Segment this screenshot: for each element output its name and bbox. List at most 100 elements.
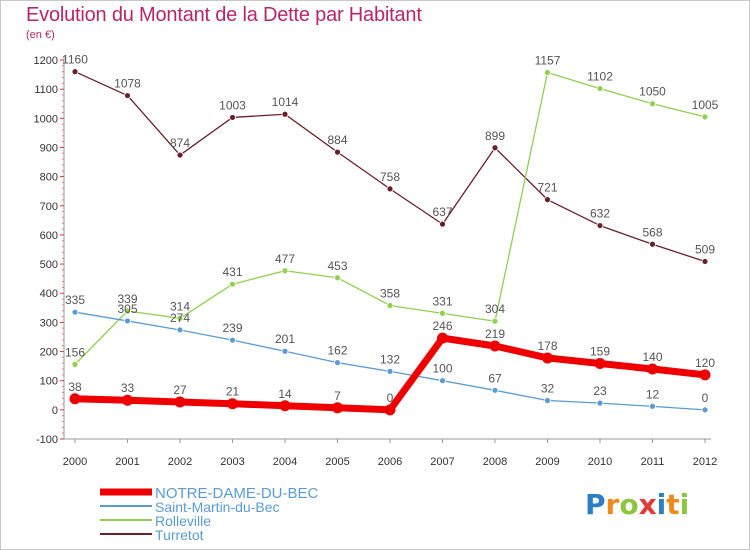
data-point (124, 307, 131, 315)
data-point (699, 369, 711, 381)
data-point (71, 360, 79, 368)
y-tick-label: 400 (40, 288, 58, 300)
chart-title: Evolution du Montant de la Dette par Hab… (26, 4, 422, 26)
data-label: 453 (327, 259, 347, 273)
data-point (542, 352, 553, 364)
data-label: 33 (121, 381, 135, 395)
legend-label: Rolleville (155, 513, 211, 529)
data-label: 1050 (639, 85, 666, 99)
data-label: 1157 (535, 54, 561, 68)
data-label: 12 (646, 387, 660, 401)
data-label: 32 (541, 382, 555, 396)
data-label: 274 (170, 311, 190, 325)
data-label: 1160 (62, 53, 88, 67)
data-label: 899 (485, 129, 505, 143)
data-label: 1078 (114, 77, 141, 91)
data-label: 637 (432, 205, 452, 219)
data-point (71, 68, 79, 76)
data-label: 7 (334, 389, 341, 403)
x-tick-label: 2002 (168, 456, 192, 468)
data-label: 14 (278, 387, 292, 401)
legend-label: NOTRE-DAME-DU-BEC (155, 485, 318, 502)
y-tick-label: 1100 (34, 84, 58, 96)
y-tick-label: 1000 (34, 113, 58, 125)
x-tick-label: 2012 (693, 456, 717, 468)
data-label: 304 (485, 302, 505, 316)
data-label: 632 (590, 207, 610, 221)
x-tick-label: 2010 (588, 456, 612, 468)
data-label: 1003 (219, 98, 246, 112)
data-label: 156 (65, 345, 85, 359)
legend-label: Turretot (155, 527, 204, 543)
y-tick-label: 900 (40, 142, 58, 154)
data-point (176, 151, 184, 159)
chart-subtitle: (en €) (26, 29, 55, 41)
data-label: 159 (590, 344, 610, 358)
data-point (544, 196, 551, 204)
data-point (491, 386, 499, 394)
data-label: 305 (117, 302, 137, 316)
data-point (332, 402, 343, 414)
data-point (122, 394, 133, 406)
data-point (281, 110, 289, 118)
data-label: 239 (222, 321, 242, 335)
data-point (439, 377, 446, 385)
data-label: 335 (65, 293, 85, 307)
data-point (386, 185, 394, 193)
y-tick-label: 0 (52, 405, 58, 417)
data-label: 431 (222, 265, 242, 279)
data-point (229, 336, 236, 344)
y-tick-label: 1200 (34, 55, 58, 67)
data-point (491, 317, 499, 325)
data-point (596, 222, 604, 229)
data-label: 568 (642, 225, 662, 239)
logo-letter: r (605, 488, 620, 521)
data-label: 358 (380, 286, 400, 300)
data-label: 38 (68, 380, 82, 394)
data-point (386, 302, 394, 309)
data-label: 27 (173, 383, 187, 397)
y-tick-label: 500 (40, 259, 58, 271)
data-label: 331 (432, 294, 452, 308)
data-label: 721 (537, 181, 557, 195)
data-point (439, 220, 446, 228)
proxiti-logo: Proxiti (585, 488, 689, 521)
x-tick-label: 2004 (273, 456, 297, 468)
data-point (596, 399, 604, 407)
data-point (229, 114, 236, 121)
y-tick-label: -100 (36, 434, 58, 446)
logo-letter: x (638, 488, 657, 521)
data-point (489, 340, 501, 352)
data-label: 120 (695, 356, 715, 370)
data-point (174, 396, 186, 408)
x-tick-label: 2005 (325, 456, 349, 468)
data-label: 1102 (587, 70, 613, 84)
data-point (334, 274, 341, 282)
data-label: 1005 (692, 98, 719, 112)
x-tick-label: 2000 (63, 456, 87, 468)
data-label: 874 (170, 136, 190, 150)
data-point (701, 258, 709, 265)
y-tick-label: 200 (40, 347, 58, 359)
data-point (701, 406, 709, 414)
data-point (176, 314, 184, 322)
data-point (649, 240, 656, 248)
data-point (491, 144, 499, 152)
data-label: 0 (702, 391, 709, 405)
series-line-3 (74, 71, 706, 263)
logo-letter: i (656, 488, 667, 521)
x-tick-label: 2007 (430, 456, 454, 468)
data-label: 162 (327, 344, 347, 358)
data-label: 219 (485, 327, 505, 341)
x-tick-label: 2011 (641, 456, 665, 468)
data-label: 477 (275, 252, 295, 266)
y-tick-label: 600 (40, 230, 58, 242)
data-point (649, 402, 656, 410)
x-tick-label: 2003 (220, 456, 244, 468)
data-point (439, 309, 446, 317)
data-point (649, 100, 656, 108)
data-label: 67 (488, 371, 502, 385)
data-label: 132 (380, 352, 400, 366)
data-point (71, 308, 79, 316)
